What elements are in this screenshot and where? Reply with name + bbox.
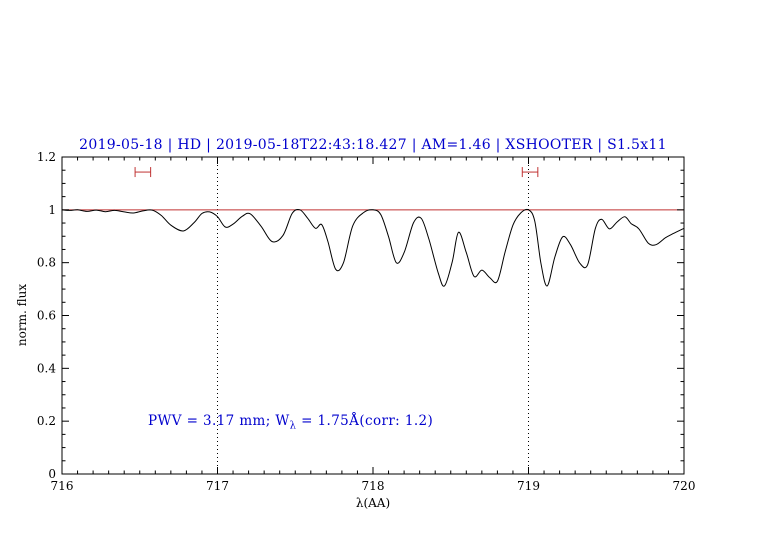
y-tick-label: 0.4 [37, 361, 56, 375]
x-tick-label: 718 [362, 479, 385, 493]
y-tick-label: 1 [48, 203, 56, 217]
y-tick-label: 0.6 [37, 309, 56, 323]
y-tick-label: 0 [48, 467, 56, 481]
x-tick-label: 716 [51, 479, 74, 493]
spectrum-line [61, 208, 685, 287]
plot-title: 2019-05-18 | HD | 2019-05-18T22:43:18.42… [79, 137, 667, 153]
y-tick-label: 1.2 [37, 150, 56, 164]
y-tick-label: 0.8 [37, 256, 56, 270]
x-axis-label: λ(AA) [355, 496, 391, 510]
x-tick-label: 719 [517, 479, 540, 493]
x-tick-label: 720 [673, 479, 696, 493]
pwv-annotation-lambda-subscript: λ [289, 420, 297, 432]
y-tick-label: 0.2 [37, 414, 56, 428]
pwv-annotation: PWV = 3.17 mm; Wλ = 1.75Å(corr: 1.2) [148, 413, 433, 432]
y-axis-label: norm. flux [15, 283, 29, 347]
x-tick-label: 717 [206, 479, 229, 493]
pwv-annotation-part1: PWV = 3.17 mm; W [148, 413, 290, 429]
pwv-annotation-part2: = 1.75Å(corr: 1.2) [296, 413, 434, 429]
